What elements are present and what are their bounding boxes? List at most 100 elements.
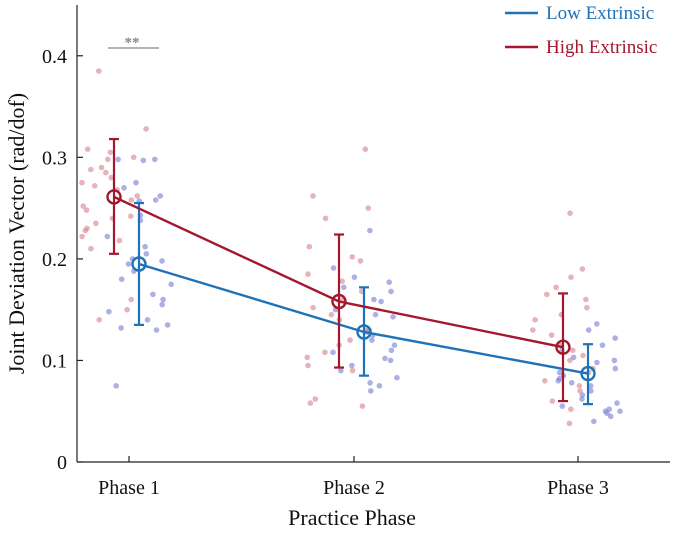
scatter-point <box>362 146 369 152</box>
scatter-point <box>330 349 336 356</box>
x-ticks: Phase 1 Phase 2 Phase 3 <box>98 456 609 499</box>
scatter-point <box>310 304 316 311</box>
scatter-point <box>394 374 400 381</box>
scatter-point <box>576 383 583 389</box>
scatter-point <box>365 205 372 211</box>
scatter-point <box>591 418 597 425</box>
scatter-point <box>322 349 328 356</box>
scatter-point <box>607 413 614 420</box>
scatter-point <box>612 335 618 341</box>
scatter-point <box>305 362 311 369</box>
scatter-point <box>584 304 590 311</box>
scatter-point <box>103 169 109 176</box>
scatter-point <box>305 271 311 277</box>
scatter-point <box>549 398 556 404</box>
scatter-point <box>388 347 395 354</box>
scatter-point <box>594 321 600 327</box>
scatter-point <box>548 332 555 338</box>
y-tick-label: 0.1 <box>42 350 67 372</box>
scatter-point <box>599 342 606 349</box>
scatter-point <box>160 296 166 303</box>
scatter-point <box>359 403 366 409</box>
legend-label: Low Extrinsic <box>546 3 654 24</box>
scatter-layer <box>79 68 623 427</box>
mean-marker <box>580 365 596 382</box>
scatter-point <box>568 274 574 281</box>
scatter-point <box>566 420 573 427</box>
scatter-point <box>312 396 319 402</box>
scatter-point <box>588 388 594 394</box>
scatter-point <box>310 193 316 199</box>
legend: Low Extrinsic High Extrinsic <box>505 3 657 58</box>
scatter-point <box>125 261 132 267</box>
scatter-point <box>570 354 577 361</box>
scatter-point <box>369 337 375 343</box>
scatter-point <box>153 327 160 333</box>
scatter-point <box>144 317 151 323</box>
scatter-point <box>128 296 134 303</box>
significance-marker: ** <box>108 35 159 51</box>
scatter-point <box>577 388 583 394</box>
scatter-point <box>306 243 313 250</box>
scatter-point <box>387 357 394 364</box>
scatter-point <box>579 396 585 402</box>
scatter-point <box>83 207 90 213</box>
scatter-point <box>351 274 358 281</box>
scatter-point <box>368 388 374 394</box>
x-tick-label: Phase 1 <box>98 477 160 499</box>
scatter-point <box>157 193 164 199</box>
scatter-point <box>372 311 379 318</box>
mean-marker <box>356 324 372 340</box>
scatter-point <box>91 183 98 189</box>
scatter-point <box>349 362 355 369</box>
x-axis-label: Practice Phase <box>288 505 416 530</box>
scatter-point <box>530 327 536 333</box>
legend-label: High Extrinsic <box>546 37 657 58</box>
scatter-point <box>84 146 91 152</box>
y-tick-label: 0.2 <box>42 249 67 271</box>
scatter-point <box>307 400 314 406</box>
scatter-point <box>594 359 600 366</box>
scatter-point <box>532 317 538 323</box>
mean-marker <box>555 339 571 355</box>
scatter-point <box>339 278 345 285</box>
x-tick-label: Phase 3 <box>547 477 609 499</box>
mean-marker <box>331 293 347 310</box>
scatter-point <box>390 314 396 320</box>
scatter-point <box>106 308 112 315</box>
scatter-point <box>80 203 86 209</box>
y-tick-label: 0 <box>57 452 67 474</box>
scatter-point <box>304 354 311 361</box>
scatter-point <box>108 174 115 181</box>
scatter-point <box>386 279 393 286</box>
scatter-point <box>544 291 550 298</box>
y-tick-label: 0.4 <box>42 46 67 68</box>
scatter-point <box>559 403 566 409</box>
scatter-point <box>143 126 149 132</box>
scatter-point <box>130 154 137 161</box>
y-axis-label: Joint Deviation Vector (rad/dof) <box>4 93 29 374</box>
scatter-point <box>159 301 165 308</box>
scatter-point <box>168 281 174 288</box>
scatter-point <box>580 352 586 359</box>
scatter-point <box>585 327 592 333</box>
scatter-point <box>579 266 586 272</box>
scatter-point <box>341 284 347 291</box>
scatter-point <box>116 237 123 244</box>
scatter-point <box>118 276 125 283</box>
scatter-point <box>567 357 573 364</box>
scatter-point <box>391 342 398 349</box>
y-tick-label: 0.3 <box>42 147 67 169</box>
scatter-point <box>150 291 156 298</box>
scatter-point <box>124 306 130 313</box>
scatter-point <box>134 193 140 199</box>
scatter-point <box>142 243 148 250</box>
scatter-point <box>553 284 559 291</box>
scatter-point <box>328 311 335 318</box>
scatter-point <box>349 367 356 374</box>
scatter-point <box>617 408 623 415</box>
scatter-point <box>96 317 102 323</box>
scatter-point <box>382 355 388 362</box>
x-tick-label: Phase 2 <box>323 477 385 499</box>
